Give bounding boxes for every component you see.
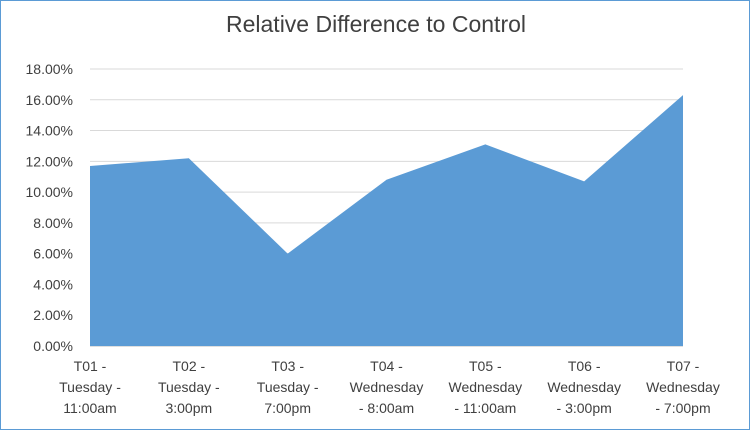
y-tick-label: 8.00% [33,215,73,231]
x-tick-label: T05 -Wednesday- 11:00am [448,358,522,416]
y-tick-label: 12.00% [26,153,73,169]
y-tick-label: 10.00% [26,184,73,200]
area-series-relative-difference [90,95,683,346]
y-axis-tick-labels: 0.00% 2.00% 4.00% 6.00% 8.00% 10.00% 12.00% 14.… [26,61,73,354]
x-tick-label: T04 -Wednesday- 8:00am [350,358,424,416]
y-tick-label: 18.00% [26,61,73,77]
x-tick-label: T01 -Tuesday -11:00am [59,358,121,416]
x-tick-label: T03 -Tuesday -7:00pm [257,358,319,416]
y-tick-label: 4.00% [33,276,73,292]
y-tick-label: 14.00% [26,123,73,139]
y-tick-label: 6.00% [33,246,73,262]
x-tick-label: T02 -Tuesday -3:00pm [158,358,220,416]
y-tick-label: 0.00% [33,338,73,354]
x-axis-tick-labels: T01 -Tuesday -11:00am T02 -Tuesday -3:00p… [59,358,720,416]
series-area [90,95,683,346]
x-tick-label: T07 -Wednesday- 7:00pm [646,358,720,416]
y-tick-label: 2.00% [33,307,73,323]
y-tick-label: 16.00% [26,92,73,108]
x-tick-label: T06 -Wednesday- 3:00pm [547,358,621,416]
